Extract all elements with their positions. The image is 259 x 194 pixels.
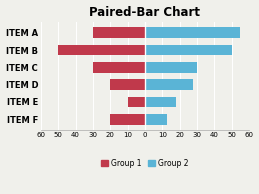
Bar <box>145 27 240 38</box>
Title: Paired-Bar Chart: Paired-Bar Chart <box>89 6 200 19</box>
Bar <box>145 79 193 90</box>
Bar <box>58 45 145 55</box>
Bar <box>145 97 176 107</box>
Bar <box>145 45 232 55</box>
Bar <box>93 62 145 73</box>
Legend: Group 1, Group 2: Group 1, Group 2 <box>98 156 191 171</box>
Bar <box>145 62 197 73</box>
Bar <box>93 27 145 38</box>
Bar <box>145 114 168 125</box>
Bar <box>128 97 145 107</box>
Bar <box>110 79 145 90</box>
Bar <box>110 114 145 125</box>
